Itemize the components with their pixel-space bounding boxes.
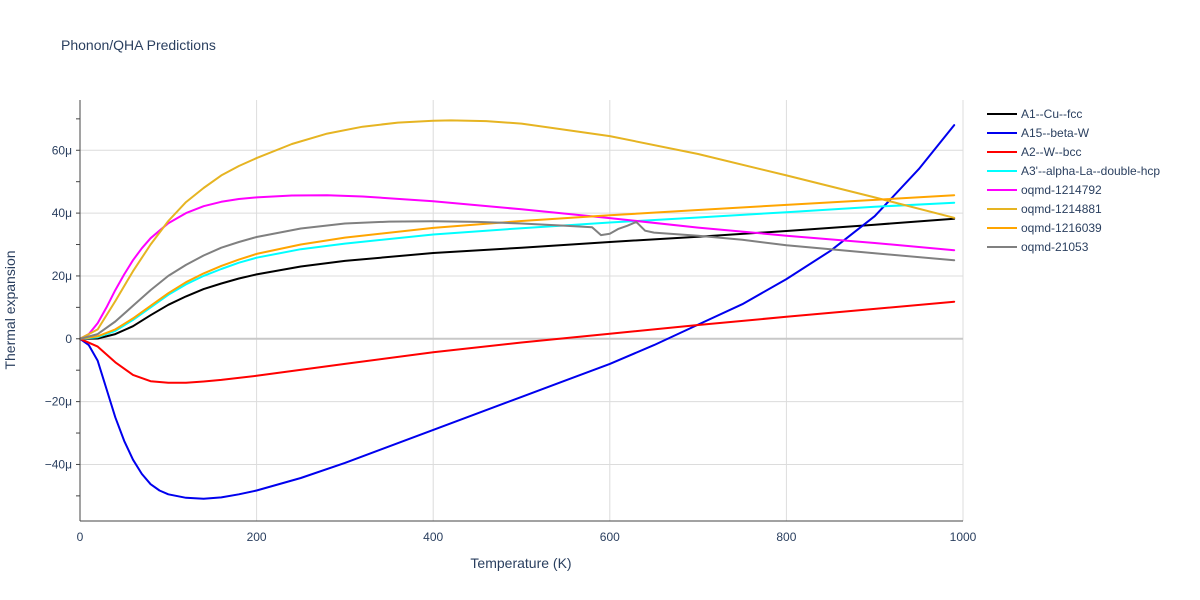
y-tick-label: 20μ [52,269,72,283]
grid [80,100,964,521]
legend-item[interactable]: oqmd-1216039 [987,221,1102,235]
x-tick-label: 600 [600,530,620,544]
series-line-oqmd-1216039 [79,194,956,340]
series-line-oqmd-1214792 [79,194,956,340]
legend-label: A15--beta-W [1021,126,1090,140]
legend-item[interactable]: oqmd-1214792 [987,183,1102,197]
legend-item[interactable]: A15--beta-W [987,126,1090,140]
legend-label: oqmd-1216039 [1021,221,1102,235]
series-line-A15--beta-W [79,124,956,500]
legend-item[interactable]: oqmd-21053 [987,240,1089,254]
legend-label: A2--W--bcc [1021,145,1081,159]
y-tick-label: −20μ [45,395,72,409]
legend-item[interactable]: A3'--alpha-La--double-hcp [987,164,1160,178]
series-line-A2--W--bcc [79,300,956,384]
series-line-A3'--alpha-La--double-hcp [79,201,956,340]
y-tick-label: −40μ [45,457,72,471]
legend-label: A1--Cu--fcc [1021,107,1082,121]
legend-item[interactable]: A2--W--bcc [987,145,1081,159]
legend-label: oqmd-1214881 [1021,202,1102,216]
x-tick-label: 200 [247,530,267,544]
x-tick-label: 800 [776,530,796,544]
y-tick-label: 0 [65,332,72,346]
legend-item[interactable]: A1--Cu--fcc [987,107,1082,121]
chart-title: Phonon/QHA Predictions [61,37,216,53]
x-tick-label: 1000 [950,530,977,544]
legend-label: oqmd-21053 [1021,240,1089,254]
y-axis-title: Thermal expansion [2,250,18,369]
y-tick-label: 60μ [52,143,72,157]
x-axis-title: Temperature (K) [470,555,571,571]
legend[interactable]: A1--Cu--fcc A15--beta-W A2--W--bcc A3'--alp… [987,107,1160,254]
legend-label: A3'--alpha-La--double-hcp [1021,164,1160,178]
legend-item[interactable]: oqmd-1214881 [987,202,1102,216]
x-tick-label: 0 [77,530,84,544]
series-line-A1--Cu--fcc [79,217,956,340]
y-tick-label: 40μ [52,206,72,220]
axes: 0 200 400 600 800 1000 −40μ −20μ 0 20μ 40μ 60μ [45,100,977,544]
legend-label: oqmd-1214792 [1021,183,1102,197]
x-tick-label: 400 [423,530,443,544]
series-line-oqmd-1214881 [79,119,956,340]
series-line-oqmd-21053 [79,220,956,340]
plot-area [79,119,956,500]
